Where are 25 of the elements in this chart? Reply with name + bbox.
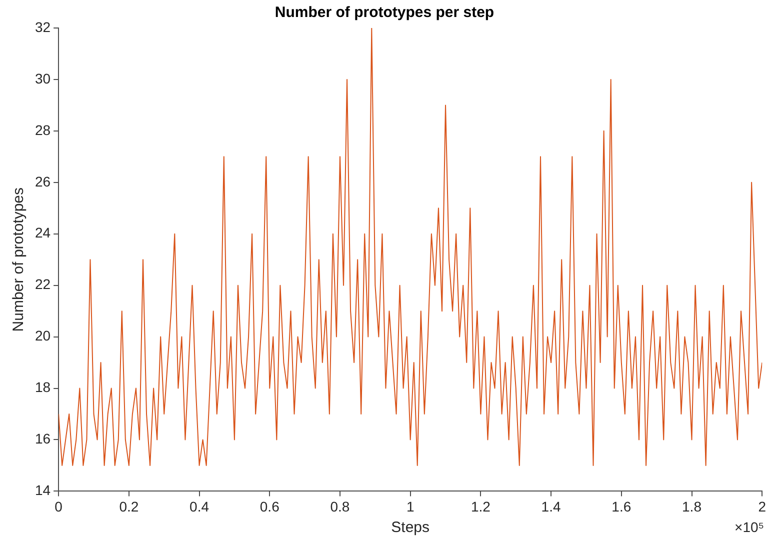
y-tick-label: 22 bbox=[34, 276, 51, 292]
x-tick-label: 0 bbox=[54, 498, 63, 514]
y-axis-title: Number of prototypes bbox=[10, 187, 28, 332]
x-tick-label: 2 bbox=[758, 498, 766, 514]
x-tick-label: 1.6 bbox=[612, 498, 632, 514]
chart-title: Number of prototypes per step bbox=[274, 4, 494, 22]
x-tick-label: 1.4 bbox=[541, 498, 561, 514]
x-tick-label: 0.4 bbox=[190, 498, 210, 514]
y-tick-label: 30 bbox=[34, 70, 51, 86]
x-tick-label: 1.8 bbox=[682, 498, 702, 514]
x-tick-label: 0.8 bbox=[330, 498, 350, 514]
y-tick-label: 18 bbox=[34, 379, 51, 396]
x-tick-label: 1 bbox=[406, 498, 414, 514]
y-tick-label: 26 bbox=[34, 173, 51, 190]
x-tick-label: 0.2 bbox=[119, 498, 139, 514]
text: ×10⁵ bbox=[734, 519, 764, 536]
x-tick-label: 1.2 bbox=[470, 498, 491, 514]
y-tick-label: 28 bbox=[34, 122, 51, 138]
y-tick-label: 14 bbox=[34, 482, 51, 498]
y-tick-label: 16 bbox=[34, 430, 51, 447]
y-tick-label: 24 bbox=[34, 224, 51, 241]
x-axis-title: Steps bbox=[391, 519, 430, 536]
y-tick-label: 20 bbox=[34, 328, 51, 344]
x-tick-label: 0.6 bbox=[260, 498, 280, 514]
y-tick-label: 32 bbox=[34, 18, 51, 35]
